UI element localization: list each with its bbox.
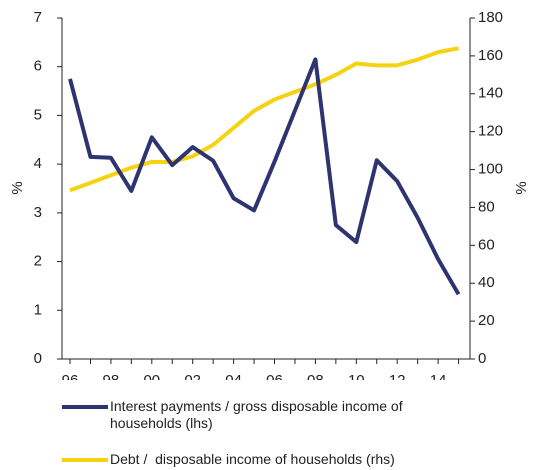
- legend-label: Interest payments / gross disposable inc…: [110, 398, 407, 431]
- legend-swatch: [62, 458, 108, 462]
- y-tick-label: 3: [34, 204, 42, 221]
- y2-axis-label: %: [513, 181, 530, 194]
- y2-tick-label: 180: [478, 9, 503, 26]
- legend-swatch: [62, 405, 108, 409]
- y2-tick-label: 100: [478, 161, 503, 178]
- x-tick-label: 98: [103, 372, 120, 380]
- chart: % % 012345670204060801001201401601809698…: [9, 9, 530, 389]
- x-tick-label: 00: [143, 372, 160, 380]
- y-tick-label: 7: [34, 9, 42, 26]
- x-tick-label: 12: [389, 372, 406, 380]
- y2-tick-label: 60: [478, 236, 495, 253]
- series-line: [68, 57, 461, 296]
- x-tick-label: 14: [430, 372, 447, 380]
- x-tick-label: 06: [266, 372, 283, 380]
- y-tick-label: 0: [34, 350, 42, 367]
- y2-tick-label: 80: [478, 198, 495, 215]
- y2-tick-label: 160: [478, 47, 503, 64]
- x-tick-label: 08: [307, 372, 324, 380]
- y-tick-label: 4: [34, 155, 42, 172]
- x-tick-label: 04: [225, 372, 242, 380]
- y-tick-label: 6: [34, 58, 42, 75]
- y-tick-label: 1: [34, 301, 42, 318]
- y2-tick-label: 40: [478, 274, 495, 291]
- y2-tick-label: 120: [478, 123, 503, 140]
- y2-tick-label: 140: [478, 85, 503, 102]
- y-axis-label: %: [9, 181, 26, 194]
- y2-tick-label: 0: [478, 350, 486, 367]
- series-line: [69, 46, 459, 193]
- x-tick-label: 02: [184, 372, 201, 380]
- legend-label: Debt / disposable income of households (…: [110, 451, 395, 467]
- y2-tick-label: 20: [478, 312, 495, 329]
- y-tick-label: 5: [34, 106, 42, 123]
- x-tick-label: 96: [62, 372, 79, 380]
- x-tick-label: 10: [348, 372, 365, 380]
- y-tick-label: 2: [34, 253, 42, 270]
